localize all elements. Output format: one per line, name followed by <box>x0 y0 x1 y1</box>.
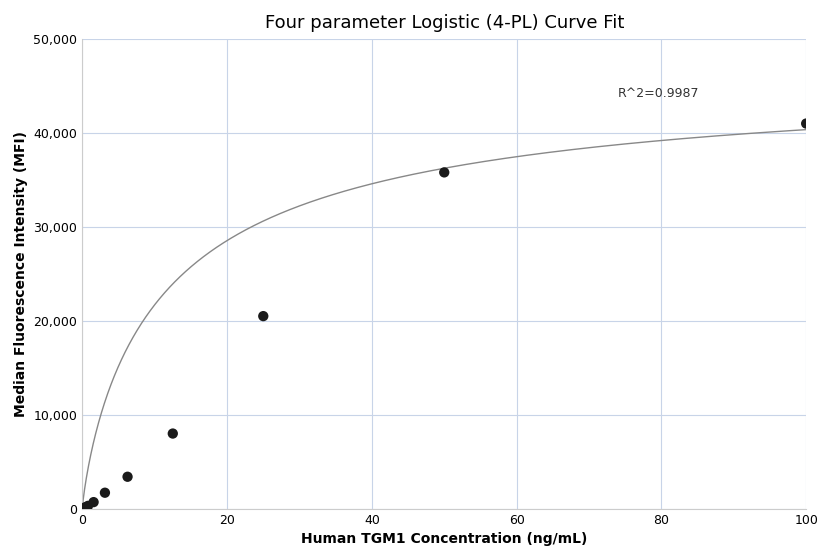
Y-axis label: Median Fluorescence Intensity (MFI): Median Fluorescence Intensity (MFI) <box>14 131 28 417</box>
Point <box>87 498 100 507</box>
Point <box>78 503 92 512</box>
Point <box>256 311 270 320</box>
Point <box>800 119 813 128</box>
Title: Four parameter Logistic (4-PL) Curve Fit: Four parameter Logistic (4-PL) Curve Fit <box>265 14 624 32</box>
Point <box>166 429 180 438</box>
Point <box>438 168 451 177</box>
Text: R^2=0.9987: R^2=0.9987 <box>618 87 700 100</box>
X-axis label: Human TGM1 Concentration (ng/mL): Human TGM1 Concentration (ng/mL) <box>301 532 587 546</box>
Point <box>121 472 134 481</box>
Point <box>82 501 95 510</box>
Point <box>98 488 111 497</box>
